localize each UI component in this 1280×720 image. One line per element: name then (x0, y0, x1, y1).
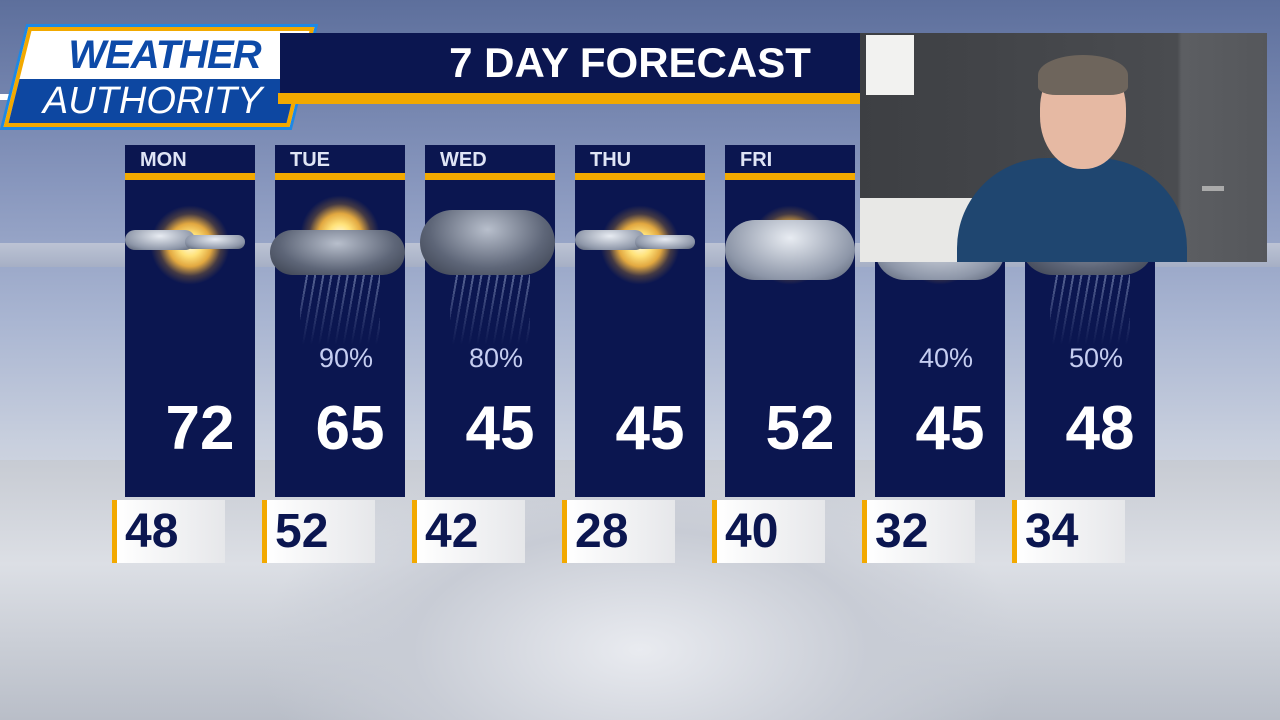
day-accent-bar (575, 173, 705, 180)
low-temp: 28 (562, 500, 675, 563)
precip-chance: 80% (468, 343, 524, 373)
title-accent-bar (278, 93, 860, 104)
door-handle (1202, 186, 1224, 191)
precip-chance: 40% (918, 343, 974, 373)
presenter-hair (1038, 55, 1128, 95)
weather-authority-logo: WEATHER AUTHORITY (3, 27, 315, 127)
forecast-day-1: TUE 90% 65 (270, 145, 405, 497)
day-accent-bar (725, 173, 855, 180)
rain-snow-cloud-icon (420, 200, 555, 345)
high-temp: 48 (1065, 394, 1135, 463)
page-title: 7 DAY FORECAST (280, 33, 860, 93)
day-accent-bar (275, 173, 405, 180)
day-label: MON (140, 149, 187, 171)
low-temp: 52 (262, 500, 375, 563)
high-temp: 65 (315, 394, 385, 463)
presenter-video (860, 33, 1267, 262)
forecast-day-3: THU 45 (575, 145, 705, 497)
precip-chance: 50% (1068, 343, 1124, 373)
partly-cloudy-icon (725, 200, 855, 300)
forecast-day-0: MON 72 (125, 145, 255, 497)
low-temp: 40 (712, 500, 825, 563)
day-label: FRI (740, 149, 773, 171)
low-temp: 34 (1012, 500, 1125, 563)
day-accent-bar (425, 173, 555, 180)
high-temp: 45 (615, 394, 685, 463)
day-label: WED (440, 149, 487, 171)
day-label: THU (590, 149, 632, 171)
wall-calendar (866, 35, 914, 95)
day-label: TUE (290, 149, 330, 171)
logo-line2: AUTHORITY (43, 79, 263, 122)
sun-with-clouds-icon (575, 200, 705, 300)
high-temp: 72 (165, 394, 235, 463)
forecast-day-4: FRI 52 (725, 145, 855, 497)
high-temp: 45 (915, 394, 985, 463)
low-temp: 48 (112, 500, 225, 563)
rain-clouds-sun-icon (270, 195, 405, 345)
low-temp: 42 (412, 500, 525, 563)
sun-with-clouds-icon (125, 200, 255, 300)
precip-chance: 90% (318, 343, 374, 373)
studio-floor (0, 460, 1280, 720)
forecast-day-2: WED 80% 45 (420, 145, 555, 497)
day-accent-bar (125, 173, 255, 180)
high-temp: 52 (765, 394, 835, 463)
high-temp: 45 (465, 394, 535, 463)
logo-line1: WEATHER (68, 32, 261, 77)
presenter-body (957, 158, 1187, 262)
low-temp: 32 (862, 500, 975, 563)
